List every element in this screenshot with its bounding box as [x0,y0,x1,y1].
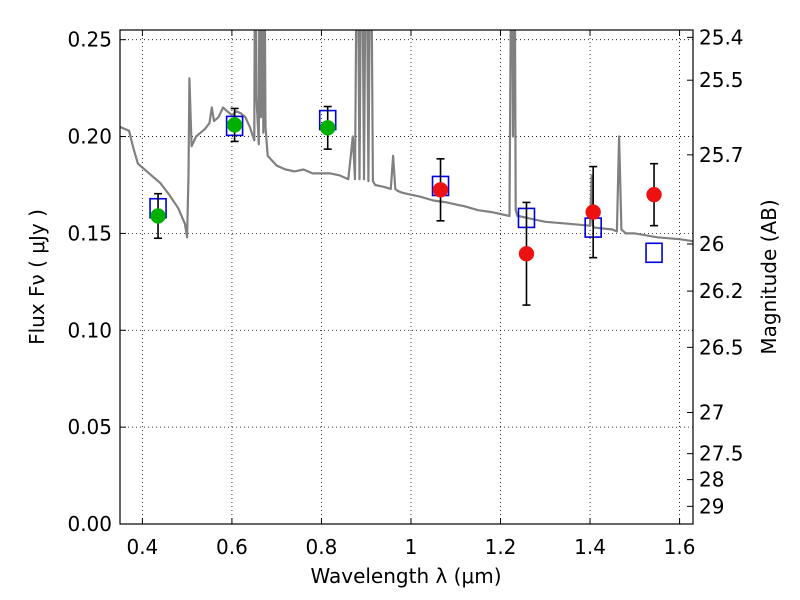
y2-tick-label: 25.4 [699,25,744,49]
y-tick-label: 0.10 [67,318,112,342]
y-axis-label: Flux Fν ( μJy ) [25,209,49,345]
observed-point-marker [646,186,662,203]
observed-point-marker [518,246,535,262]
y-tick-label: 0.00 [67,512,112,536]
y-tick-label: 0.05 [67,415,112,439]
y2-tick-label: 29 [699,494,724,518]
y-tick-label: 0.25 [67,28,112,52]
observed-point-marker [150,208,166,224]
x-tick-label: 0.4 [126,535,158,559]
plot-background [120,30,693,524]
plot-frame [119,29,694,525]
observed-point-marker [432,182,449,198]
ticks: 0.4 0.6 0.8 1 1.2 1.4 1.6 0.00 0.05 0.10 0.15 0.20 0… [67,25,743,559]
data-marks [149,105,663,306]
y2-tick-label: 26 [699,232,724,256]
y2-tick-label: 27.5 [699,442,744,466]
y-tick-label: 0.15 [67,221,112,245]
y-tick-label: 0.20 [67,125,112,149]
x-tick-label: 1 [405,535,418,559]
x-tick-label: 1.2 [485,535,517,559]
y2-tick-label: 25.5 [699,68,744,92]
y2-tick-label: 26.2 [699,279,744,303]
observed-point-marker [585,204,601,220]
observed-point-marker [319,120,336,136]
y2-axis-label: Magnitude (AB) [757,199,781,354]
model-square-marker [645,242,663,264]
y2-tick-label: 28 [699,468,724,492]
observed-point-marker [226,117,243,133]
y2-tick-label: 25.7 [699,143,744,167]
x-tick-label: 1.4 [574,535,606,559]
y2-tick-label: 27 [699,401,724,425]
x-tick-label: 0.8 [306,535,338,559]
x-axis-label: Wavelength λ (μm) [310,564,501,588]
x-tick-label: 0.6 [216,535,248,559]
y2-tick-label: 26.5 [699,335,744,359]
x-tick-label: 1.6 [664,535,696,559]
